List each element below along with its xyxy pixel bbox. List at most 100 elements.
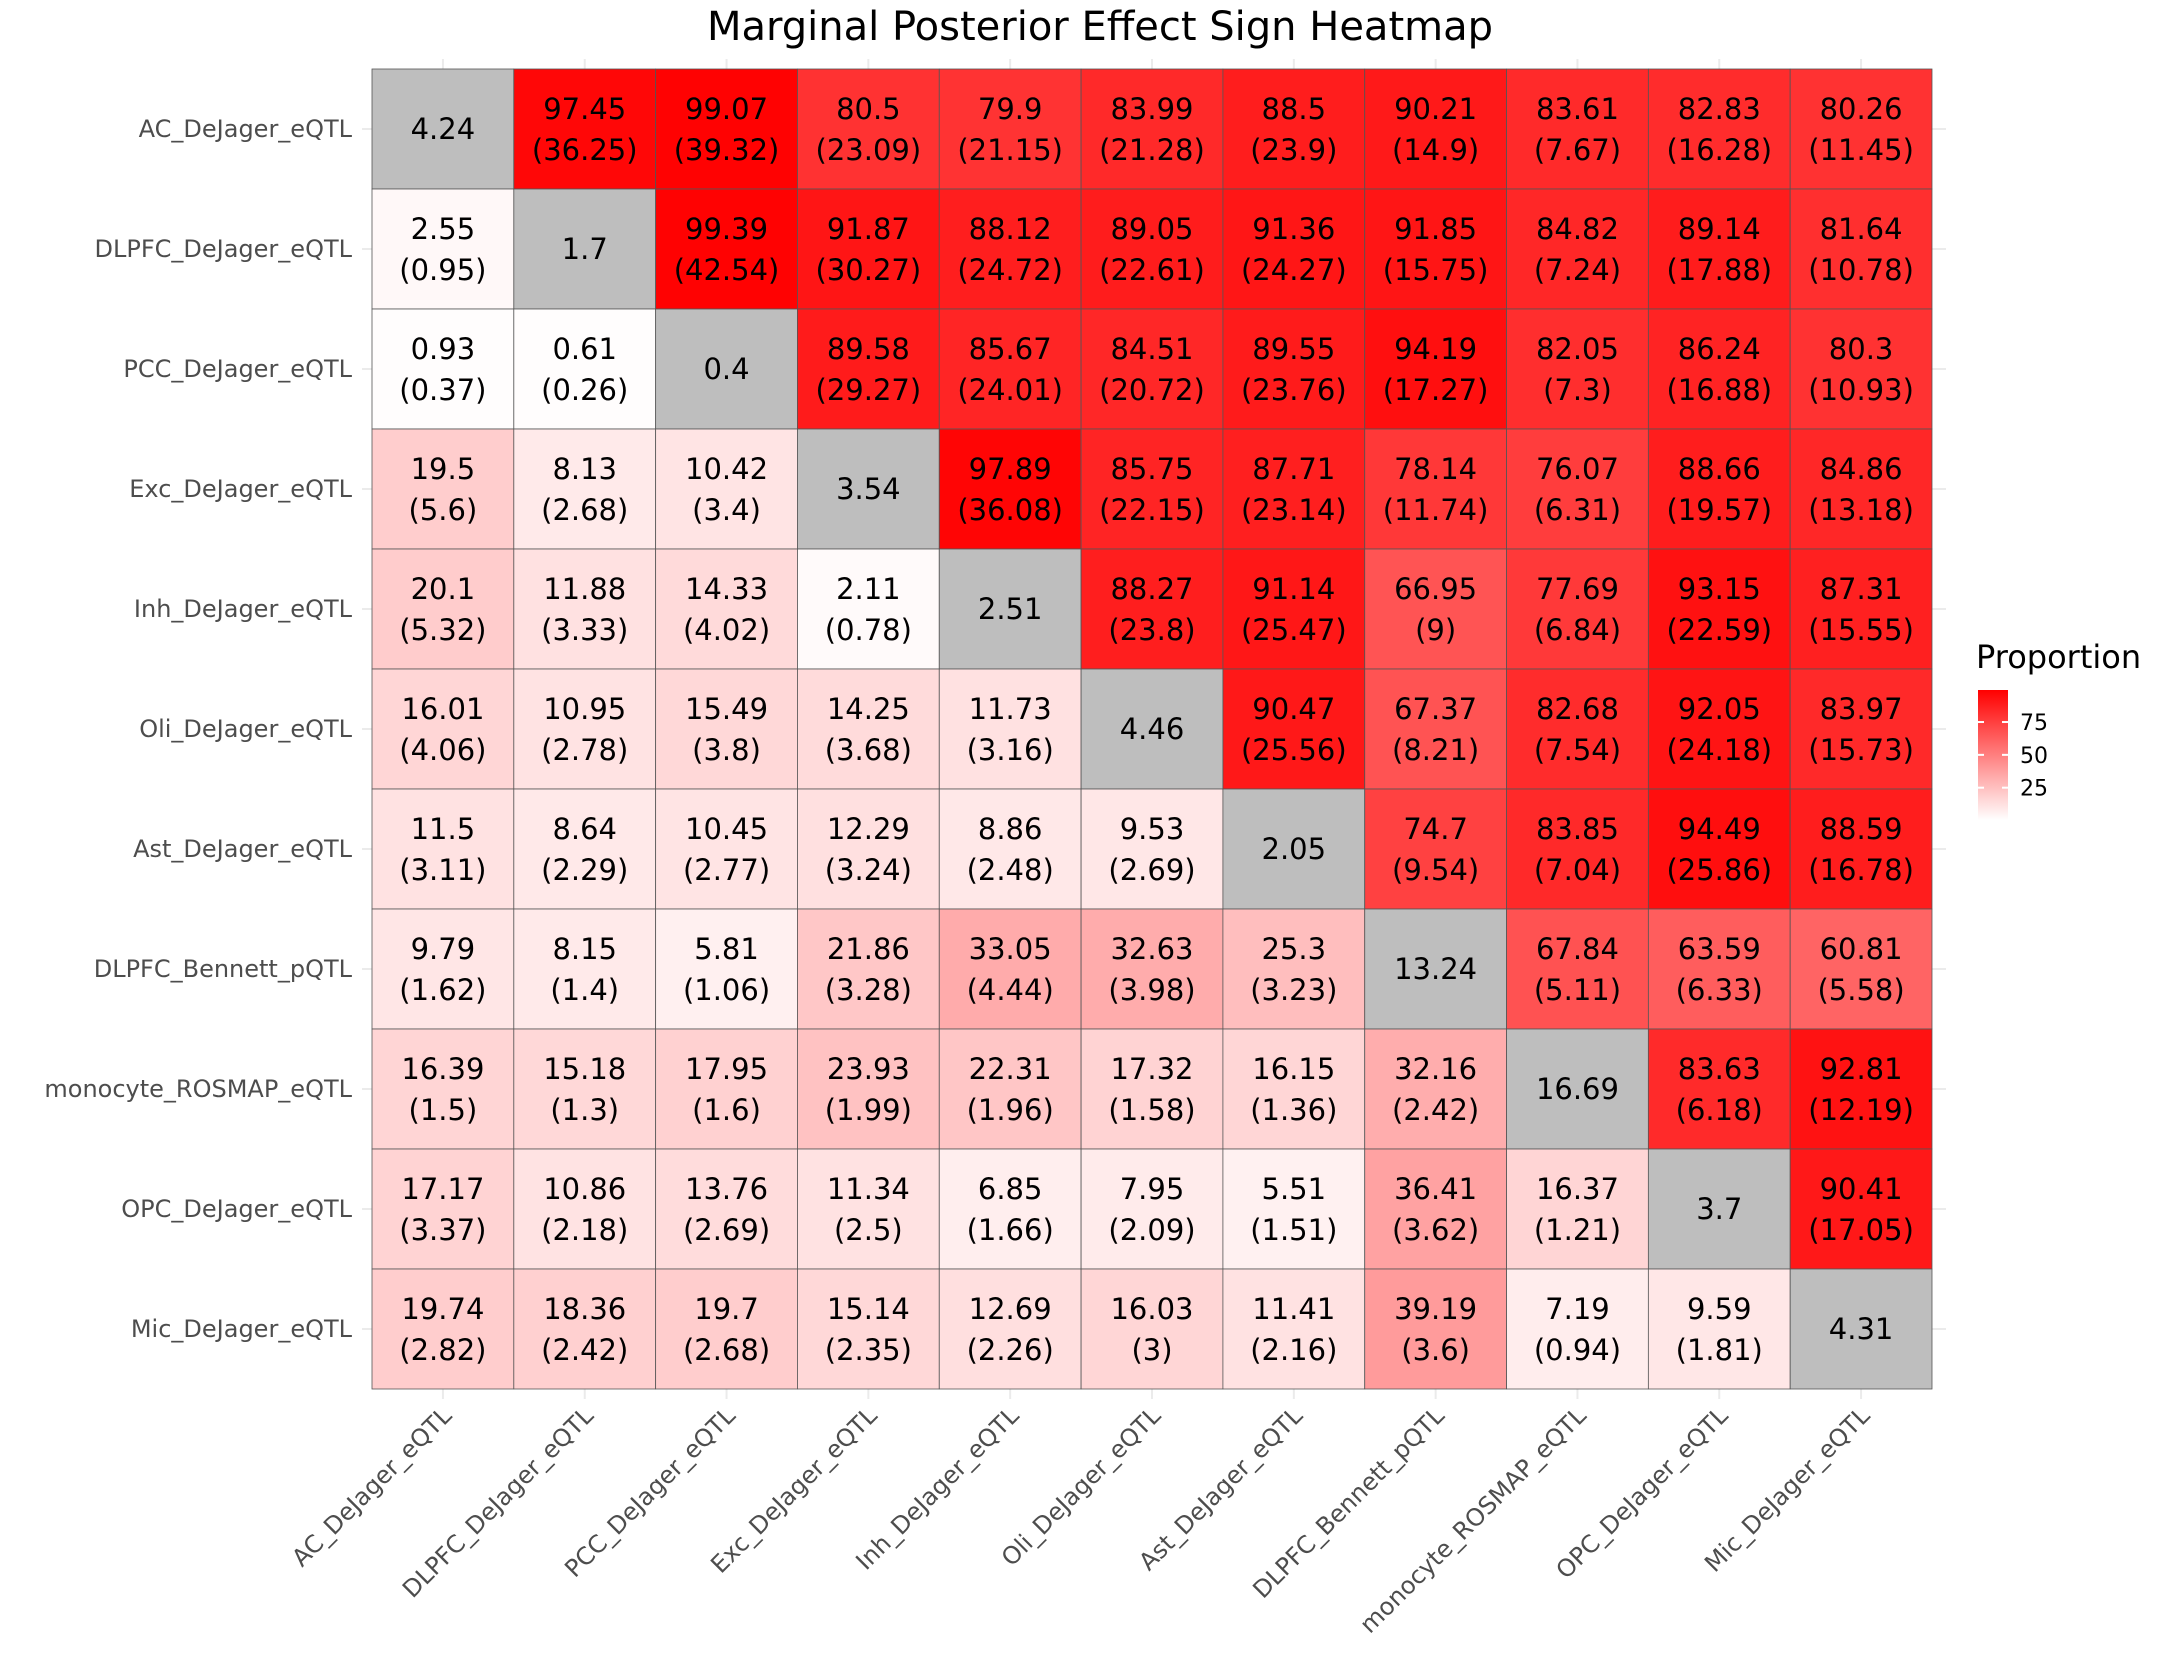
cell-value-label: 17.17 xyxy=(401,1172,484,1206)
legend-ticks: 25 50 75 xyxy=(1978,711,2048,802)
heatmap-cell xyxy=(1222,668,1366,790)
cell-value-label: 99.39 xyxy=(685,212,768,246)
cell-value-label: 7.95 xyxy=(1120,1172,1185,1206)
heatmap-cell xyxy=(1647,188,1791,310)
cell-value-label: 8.15 xyxy=(552,932,617,966)
cell-secondary-label: (2.09) xyxy=(1108,1213,1195,1247)
cell-value-label: 10.45 xyxy=(685,812,768,846)
cell-value-label: 14.33 xyxy=(685,572,768,606)
cell-value-label: 94.49 xyxy=(1678,812,1761,846)
cell-secondary-label: (6.84) xyxy=(1534,613,1621,647)
heatmap-cell xyxy=(1647,68,1791,190)
cell-value-label: 89.58 xyxy=(827,332,910,366)
cell-value-label: 66.95 xyxy=(1394,572,1477,606)
cell-secondary-label: (3.23) xyxy=(1250,973,1337,1007)
cell-value-label: 74.7 xyxy=(1403,812,1468,846)
cell-secondary-label: (0.95) xyxy=(399,253,486,287)
column-tick-label: AC_DeJager_eQTL xyxy=(286,1401,457,1572)
legend: Proportion 25 50 75 xyxy=(1976,638,2141,820)
cell-value-label: 88.27 xyxy=(1110,572,1193,606)
heatmap-cell xyxy=(1222,188,1366,310)
cell-value-label: 88.5 xyxy=(1262,92,1327,126)
cell-secondary-label: (3.28) xyxy=(825,973,912,1007)
cell-value-label: 4.24 xyxy=(411,112,476,146)
cell-secondary-label: (3.68) xyxy=(825,733,912,767)
cell-value-label: 90.41 xyxy=(1820,1172,1903,1206)
cell-value-label: 1.7 xyxy=(562,232,608,266)
heatmap-cell xyxy=(513,548,657,670)
cell-secondary-label: (9.54) xyxy=(1392,853,1479,887)
heatmap-cell xyxy=(1364,308,1507,430)
heatmap-cell xyxy=(797,668,940,790)
row-tick-label: Oli_DeJager_eQTL xyxy=(139,715,352,743)
cell-value-label: 5.81 xyxy=(694,932,759,966)
heatmap-cell xyxy=(938,548,1082,670)
cell-value-label: 19.74 xyxy=(401,1292,484,1326)
cell-secondary-label: (15.55) xyxy=(1808,613,1914,647)
cell-secondary-label: (42.54) xyxy=(674,253,780,287)
row-tick-label: Mic_DeJager_eQTL xyxy=(131,1315,353,1343)
heatmap-cell xyxy=(797,1268,940,1390)
cell-secondary-label: (24.72) xyxy=(957,253,1063,287)
cell-value-label: 15.49 xyxy=(685,692,768,726)
heatmap-cell xyxy=(1222,1148,1366,1270)
heatmap-cell xyxy=(1080,68,1224,190)
cell-value-label: 77.69 xyxy=(1536,572,1619,606)
heatmap-cell xyxy=(1647,668,1791,790)
cell-secondary-label: (2.16) xyxy=(1250,1333,1337,1367)
cell-value-label: 0.61 xyxy=(552,332,617,366)
row-tick-label: monocyte_ROSMAP_eQTL xyxy=(44,1075,352,1103)
heatmap-cell xyxy=(797,788,940,910)
cell-secondary-label: (2.68) xyxy=(683,1333,770,1367)
cell-secondary-label: (7.24) xyxy=(1534,253,1621,287)
heatmap-cell xyxy=(1789,788,1933,910)
cell-secondary-label: (0.37) xyxy=(399,373,486,407)
cell-value-label: 84.51 xyxy=(1110,332,1193,366)
cell-value-label: 87.31 xyxy=(1820,572,1903,606)
cell-secondary-label: (4.44) xyxy=(967,973,1054,1007)
cell-secondary-label: (24.18) xyxy=(1666,733,1772,767)
heatmap-cells: 4.24 97.45 (36.25) 99.07 (39.32) 80.5 (23.09) 7… xyxy=(371,68,1933,1390)
cell-value-label: 33.05 xyxy=(969,932,1052,966)
cell-secondary-label: (7.54) xyxy=(1534,733,1621,767)
cell-value-label: 2.51 xyxy=(978,592,1043,626)
cell-secondary-label: (7.3) xyxy=(1543,373,1612,407)
heatmap-cell xyxy=(1222,1268,1366,1390)
cell-secondary-label: (1.96) xyxy=(967,1093,1054,1127)
heatmap-cell xyxy=(1364,788,1507,910)
cell-value-label: 16.03 xyxy=(1110,1292,1193,1326)
cell-value-label: 17.32 xyxy=(1110,1052,1193,1086)
cell-value-label: 88.66 xyxy=(1678,452,1761,486)
cell-secondary-label: (20.72) xyxy=(1099,373,1205,407)
cell-secondary-label: (15.73) xyxy=(1808,733,1914,767)
cell-value-label: 10.86 xyxy=(543,1172,626,1206)
cell-secondary-label: (29.27) xyxy=(816,373,922,407)
cell-secondary-label: (5.58) xyxy=(1817,973,1904,1007)
cell-secondary-label: (23.76) xyxy=(1241,373,1347,407)
legend-tick-label: 50 xyxy=(2020,744,2048,769)
cell-value-label: 15.18 xyxy=(543,1052,626,1086)
heatmap-cell xyxy=(371,788,515,910)
heatmap-cell xyxy=(371,1028,515,1150)
cell-secondary-label: (1.6) xyxy=(692,1093,761,1127)
cell-secondary-label: (13.18) xyxy=(1808,493,1914,527)
heatmap-cell xyxy=(1647,908,1791,1030)
heatmap-cell xyxy=(938,1148,1082,1270)
heatmap-cell xyxy=(1222,548,1366,670)
cell-value-label: 90.21 xyxy=(1394,92,1477,126)
cell-secondary-label: (11.45) xyxy=(1808,133,1914,167)
legend-title: Proportion xyxy=(1976,638,2141,676)
heatmap-cell xyxy=(1506,68,1649,190)
cell-value-label: 23.93 xyxy=(827,1052,910,1086)
heatmap-cell xyxy=(1789,308,1933,430)
column-tick-label: monocyte_ROSMAP_eQTL xyxy=(1354,1401,1592,1639)
cell-secondary-label: (24.27) xyxy=(1241,253,1347,287)
cell-secondary-label: (1.06) xyxy=(683,973,770,1007)
cell-secondary-label: (25.47) xyxy=(1241,613,1347,647)
heatmap-cell xyxy=(1222,908,1366,1030)
cell-value-label: 3.7 xyxy=(1696,1192,1742,1226)
heatmap-cell xyxy=(938,908,1082,1030)
row-tick-label: Exc_DeJager_eQTL xyxy=(129,475,352,503)
cell-value-label: 20.1 xyxy=(411,572,476,606)
cell-secondary-label: (16.88) xyxy=(1666,373,1772,407)
